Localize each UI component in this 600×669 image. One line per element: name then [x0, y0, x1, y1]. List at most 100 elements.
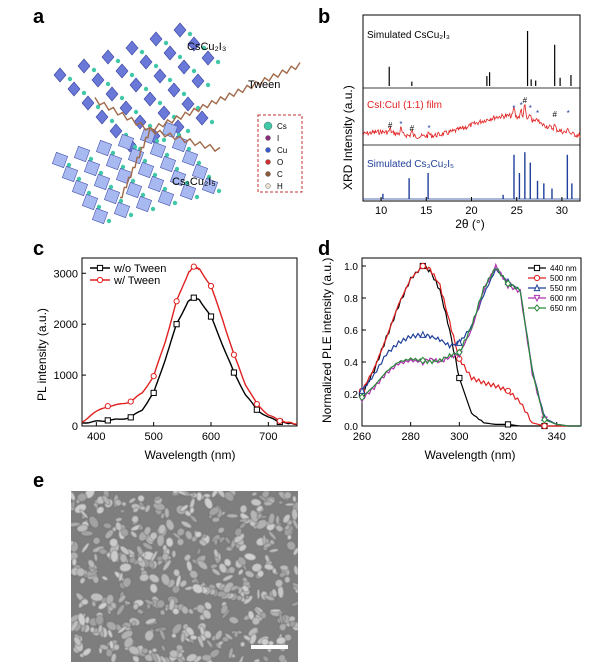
sem-grain: [149, 531, 158, 541]
cs3cu2i5-unit: [191, 163, 209, 181]
ple-data-point: [541, 415, 548, 424]
ple-legend-marker: [533, 274, 541, 282]
sem-grain: [95, 614, 105, 626]
xrd-peak-marker: *: [427, 124, 430, 133]
pl-data-point: [127, 398, 134, 405]
sem-grain: [71, 558, 77, 567]
sem-grain: [153, 495, 162, 501]
sem-grain: [256, 570, 265, 578]
sem-grain: [197, 635, 205, 648]
sem-grain: [77, 612, 86, 626]
sem-grain: [279, 622, 287, 632]
pl-legend-label: w/o Tween: [113, 263, 166, 275]
pl-data-point: [150, 389, 157, 397]
sem-grain: [113, 643, 120, 651]
sem-grain: [262, 655, 270, 662]
cscu2i3-octahedron: [177, 59, 191, 75]
sem-grain: [144, 630, 155, 642]
cs-atom: [187, 31, 193, 37]
cs-atom: [154, 138, 160, 144]
atom-legend: Cs I Cu OCH: [263, 121, 287, 191]
cs3cu2i5-unit: [147, 175, 165, 193]
pl-data-point: [253, 401, 260, 408]
cs-atom: [186, 146, 192, 152]
panel-letter-c: c: [33, 238, 45, 260]
cs3cu2i5-unit: [95, 139, 113, 157]
sem-grain: [237, 568, 244, 576]
pl-data-point: [190, 263, 197, 270]
sem-grain: [199, 625, 205, 636]
xrd-peak-marker: *: [399, 120, 402, 129]
cs-atom: [181, 91, 187, 97]
ple-legend-label: 650 nm: [550, 304, 577, 313]
xrd-peak-marker: *: [529, 104, 532, 113]
sem-grain: [116, 604, 125, 616]
sem-grain: [180, 632, 186, 644]
xrd-x-tick-label: 10: [375, 205, 387, 217]
sem-grain: [180, 520, 192, 529]
sem-grain: [173, 568, 181, 577]
sem-grain: [217, 526, 225, 534]
sem-grain: [76, 492, 87, 503]
sem-grain: [176, 538, 185, 546]
cscu2i3-octahedron: [149, 31, 163, 47]
sem-grain: [284, 502, 295, 507]
pl-data-point: [230, 351, 238, 358]
cs3cu2i5-unit: [159, 155, 177, 173]
sem-grain: [165, 518, 175, 531]
cscu2i3-octahedron: [191, 73, 205, 89]
sem-grain: [290, 600, 298, 607]
panel-letter-b: b: [318, 6, 331, 28]
xrd-x-axis-label: 2θ (°): [455, 217, 484, 231]
cs-atom: [216, 188, 222, 194]
sem-grain: [291, 582, 298, 588]
pl-x-axis-label: Wavelength (nm): [145, 448, 236, 462]
sem-grain: [171, 549, 177, 558]
legend-atom-o: [265, 159, 271, 165]
sem-grain: [201, 654, 212, 662]
ple-data-point: [504, 421, 512, 428]
panel-letter-d: d: [318, 238, 331, 260]
tween-chain: [94, 97, 151, 131]
cs-atom: [129, 72, 135, 78]
ple-series-line: [361, 263, 581, 427]
cs3cu2i5-unit: [61, 165, 79, 183]
sem-grain: [71, 540, 74, 547]
xrd-peak-marker: *: [520, 101, 523, 110]
ple-data-point: [419, 262, 426, 270]
sem-grain: [119, 562, 132, 572]
sem-grain: [287, 534, 292, 540]
sem-grain: [213, 548, 219, 558]
ple-data-point: [419, 356, 427, 365]
pl-data-point: [276, 417, 283, 425]
sem-grain: [144, 617, 157, 625]
sem-grain: [253, 658, 261, 662]
sem-grain: [202, 609, 212, 620]
sem-grain: [228, 566, 236, 574]
cs-atom: [185, 128, 191, 134]
cs3cu2i5-unit: [161, 121, 179, 139]
xrd-y-axis-label: XRD Intensity (a.u.): [341, 85, 355, 190]
cscu2i3-octahedron: [81, 95, 95, 111]
ple-data-point: [541, 422, 548, 430]
sem-grain: [283, 491, 292, 500]
sem-grain: [96, 506, 105, 515]
sem-grain: [123, 636, 134, 649]
cs-atom: [164, 152, 170, 158]
sem-grain: [245, 594, 250, 600]
sem-grain: [251, 491, 258, 497]
sem-grain: [76, 524, 89, 533]
sem-grain: [101, 575, 109, 581]
sem-grain: [118, 572, 124, 582]
xrd-peak-marker: #: [523, 96, 528, 105]
sem-grain: [149, 583, 158, 594]
cs-atom: [161, 137, 167, 143]
sem-grain: [179, 579, 188, 588]
sem-grain: [176, 657, 184, 662]
sem-grain: [104, 529, 114, 540]
legend-atom-cs: [263, 121, 273, 131]
sem-grain: [214, 629, 223, 641]
xrd-x-tick-label: 20: [465, 205, 477, 217]
sem-grain: [218, 563, 228, 574]
cs-atom: [205, 82, 211, 88]
